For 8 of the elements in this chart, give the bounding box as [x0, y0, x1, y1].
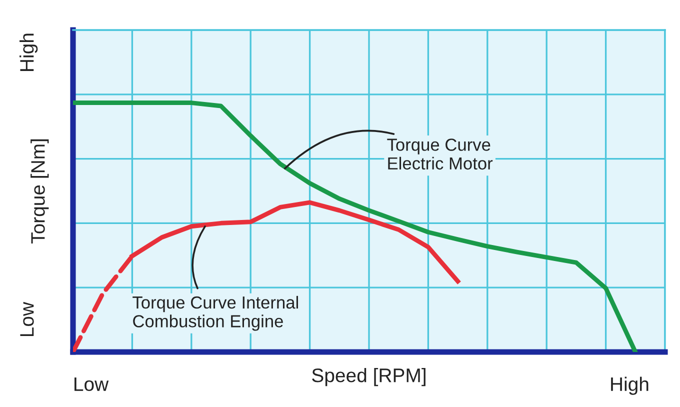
text: High — [20, 34, 38, 71]
y-axis-title: Torque [Nm] — [30, 139, 49, 244]
x-axis-title: Speed [RPM] — [312, 368, 426, 386]
annotation: Torque Curve Electric Motor — [387, 138, 493, 170]
text: High — [611, 376, 648, 395]
annotation: Torque Curve Internal Combustion Engine — [132, 296, 298, 331]
text: Low — [20, 302, 34, 336]
text: Low — [74, 377, 109, 392]
